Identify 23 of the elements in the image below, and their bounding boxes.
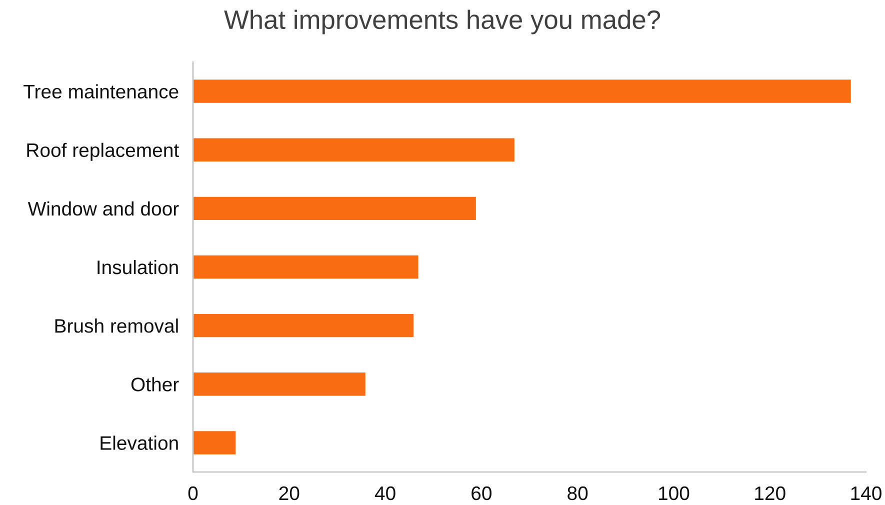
x-tick-label: 0 (188, 486, 198, 500)
y-tick-label: Insulation (98, 260, 178, 274)
y-tick-label: Elevation (100, 436, 178, 450)
bar (193, 430, 237, 456)
y-tick-label: Roof replacement (27, 142, 179, 161)
x-tick-label: 140 (851, 486, 882, 500)
bar (193, 195, 478, 222)
x-tick-label: 60 (472, 486, 492, 500)
x-tick-label: 100 (658, 486, 690, 500)
x-tick-label: 20 (279, 486, 300, 500)
y-tick-label: Tree maintenance (24, 84, 178, 99)
bar (193, 371, 367, 398)
y-tick-label: Other (131, 377, 179, 392)
bar (193, 136, 516, 163)
x-tick-label: 40 (374, 486, 396, 500)
chart-title: What improvements have you made? (224, 10, 660, 34)
y-tick-label: Window and door (28, 201, 179, 216)
x-tick-label: 120 (755, 486, 786, 500)
bar (193, 312, 415, 339)
bar (193, 254, 420, 280)
bar (193, 78, 852, 104)
x-tick-label: 80 (568, 486, 588, 500)
y-tick-label: Brush removal (55, 318, 178, 333)
